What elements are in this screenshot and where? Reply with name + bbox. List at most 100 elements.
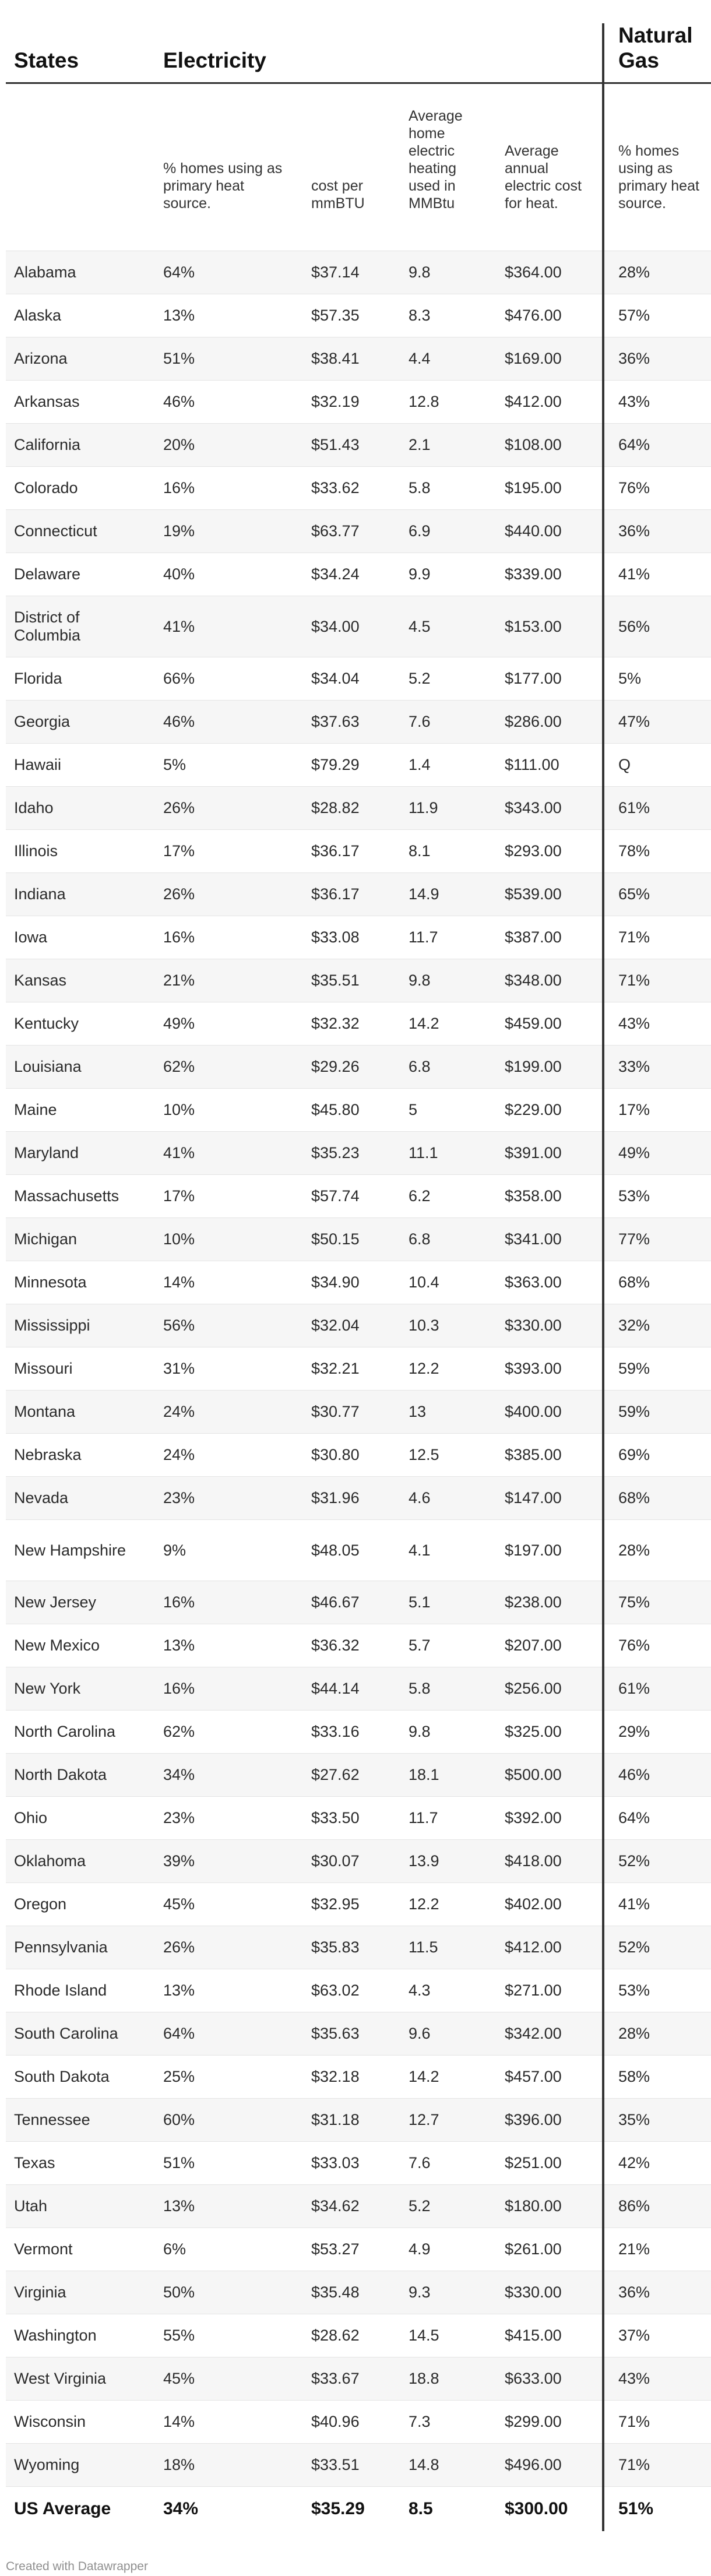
us-average-row: US Average 34% $35.29 8.5 $300.00 51% [6, 2486, 711, 2532]
table-row: Rhode Island 13% $63.02 4.3 $271.00 53% [6, 1969, 711, 2013]
state-name: Massachusetts [6, 1174, 155, 1219]
gas-pct-cell: 76% [602, 466, 711, 511]
elec-annual-cell: $256.00 [497, 1667, 603, 1711]
elec-cost-cell: $37.63 [303, 700, 400, 744]
elec-annual-cell: $496.00 [497, 2443, 603, 2487]
elec-pct-cell: 14% [155, 2400, 303, 2444]
elec-cost-cell: $35.63 [303, 2012, 400, 2056]
elec-avg-use-cell: 12.2 [400, 1347, 497, 1391]
elec-avg-use-cell: 12.7 [400, 2098, 497, 2142]
elec-cost-cell: $29.26 [303, 1045, 400, 1089]
gas-pct-cell: 28% [602, 2012, 711, 2056]
elec-pct-cell: 34% [155, 1753, 303, 1797]
elec-annual-cell: $180.00 [497, 2184, 603, 2229]
state-name: Georgia [6, 700, 155, 744]
gas-pct-cell: 41% [602, 552, 711, 597]
elec-cost-cell: $34.90 [303, 1261, 400, 1305]
elec-avg-use-cell: 7.3 [400, 2400, 497, 2444]
elec-annual-cell: $391.00 [497, 1131, 603, 1176]
state-name: Louisiana [6, 1045, 155, 1089]
gas-pct-cell: 43% [602, 2357, 711, 2401]
table-row: Michigan 10% $50.15 6.8 $341.00 77% [6, 1217, 711, 1262]
elec-annual-cell: $111.00 [497, 743, 603, 787]
state-name: Idaho [6, 786, 155, 830]
table-row: Virginia 50% $35.48 9.3 $330.00 36% [6, 2271, 711, 2315]
elec-pct-cell: 14% [155, 1261, 303, 1305]
elec-pct-cell: 5% [155, 743, 303, 787]
elec-annual-cell: $293.00 [497, 829, 603, 874]
elec-annual-cell: $261.00 [497, 2227, 603, 2272]
elec-avg-use-cell: 11.9 [400, 786, 497, 830]
gas-pct-cell: 75% [602, 1581, 711, 1625]
table-row: Louisiana 62% $29.26 6.8 $199.00 33% [6, 1045, 711, 1089]
elec-avg-use-cell: 5.2 [400, 657, 497, 701]
gas-pct-cell: 61% [602, 1667, 711, 1711]
elec-avg-use-cell: 1.4 [400, 743, 497, 787]
elec-cost-header: cost per mmBTU [303, 83, 400, 252]
state-name: Hawaii [6, 743, 155, 787]
elec-avg-use-cell: 11.7 [400, 1796, 497, 1840]
elec-pct-cell: 26% [155, 872, 303, 917]
avg-elec-annual-cell: $300.00 [497, 2486, 603, 2532]
gas-pct-cell: 57% [602, 294, 711, 338]
state-name: Utah [6, 2184, 155, 2229]
table-row: Indiana 26% $36.17 14.9 $539.00 65% [6, 872, 711, 917]
elec-pct-cell: 66% [155, 657, 303, 701]
elec-avg-use-cell: 9.8 [400, 251, 497, 295]
gas-pct-cell: 28% [602, 251, 711, 295]
table-row: North Carolina 62% $33.16 9.8 $325.00 29% [6, 1710, 711, 1754]
elec-avg-use-cell: 9.8 [400, 1710, 497, 1754]
elec-cost-cell: $50.15 [303, 1217, 400, 1262]
elec-pct-cell: 18% [155, 2443, 303, 2487]
elec-pct-header: % homes using as primary heat source. [155, 83, 303, 252]
gas-pct-cell: 33% [602, 1045, 711, 1089]
elec-cost-cell: $32.95 [303, 1882, 400, 1927]
elec-avg-use-cell: 5.1 [400, 1581, 497, 1625]
table-row: Wisconsin 14% $40.96 7.3 $299.00 71% [6, 2400, 711, 2444]
gas-pct-cell: 49% [602, 1131, 711, 1176]
table-row: Montana 24% $30.77 13 $400.00 59% [6, 1390, 711, 1434]
gas-pct-cell: 68% [602, 1261, 711, 1305]
elec-avg-use-cell: 9.9 [400, 552, 497, 597]
gas-pct-cell: 76% [602, 1624, 711, 1668]
elec-avg-use-cell: 4.6 [400, 1476, 497, 1521]
elec-avg-use-cell: 14.5 [400, 2314, 497, 2358]
elec-annual-cell: $402.00 [497, 1882, 603, 1927]
elec-annual-cell: $412.00 [497, 380, 603, 424]
gas-pct-cell: 64% [602, 1796, 711, 1840]
elec-pct-cell: 46% [155, 700, 303, 744]
gas-pct-cell: 47% [602, 700, 711, 744]
elec-cost-cell: $35.83 [303, 1926, 400, 1970]
elec-cost-cell: $53.27 [303, 2227, 400, 2272]
elec-annual-cell: $364.00 [497, 251, 603, 295]
elec-cost-cell: $32.19 [303, 380, 400, 424]
elec-avg-use-cell: 6.8 [400, 1045, 497, 1089]
elec-avg-use-cell: 2.1 [400, 423, 497, 467]
table-row: Kansas 21% $35.51 9.8 $348.00 71% [6, 959, 711, 1003]
state-name: Pennsylvania [6, 1926, 155, 1970]
state-name: Maryland [6, 1131, 155, 1176]
gas-pct-cell: 53% [602, 1969, 711, 2013]
elec-avg-use-cell: 6.9 [400, 509, 497, 554]
elec-pct-cell: 23% [155, 1796, 303, 1840]
table-row: Tennessee 60% $31.18 12.7 $396.00 35% [6, 2098, 711, 2142]
table-row: Alaska 13% $57.35 8.3 $476.00 57% [6, 294, 711, 338]
elec-cost-cell: $32.21 [303, 1347, 400, 1391]
state-name: Mississippi [6, 1304, 155, 1348]
state-subheader-empty [6, 83, 155, 252]
elec-cost-cell: $28.82 [303, 786, 400, 830]
gas-pct-cell: 52% [602, 1926, 711, 1970]
elec-pct-cell: 24% [155, 1433, 303, 1477]
gas-pct-cell: 71% [602, 916, 711, 960]
table-row: Pennsylvania 26% $35.83 11.5 $412.00 52% [6, 1926, 711, 1970]
elec-avg-use-cell: 12.2 [400, 1882, 497, 1927]
elec-cost-cell: $35.23 [303, 1131, 400, 1176]
elec-pct-cell: 9% [155, 1519, 303, 1582]
elec-annual-cell: $169.00 [497, 337, 603, 381]
elec-pct-cell: 26% [155, 786, 303, 830]
elec-pct-cell: 10% [155, 1088, 303, 1132]
state-name: Florida [6, 657, 155, 701]
elec-avg-use-cell: 18.1 [400, 1753, 497, 1797]
elec-pct-cell: 21% [155, 959, 303, 1003]
gas-pct-cell: 37% [602, 2314, 711, 2358]
